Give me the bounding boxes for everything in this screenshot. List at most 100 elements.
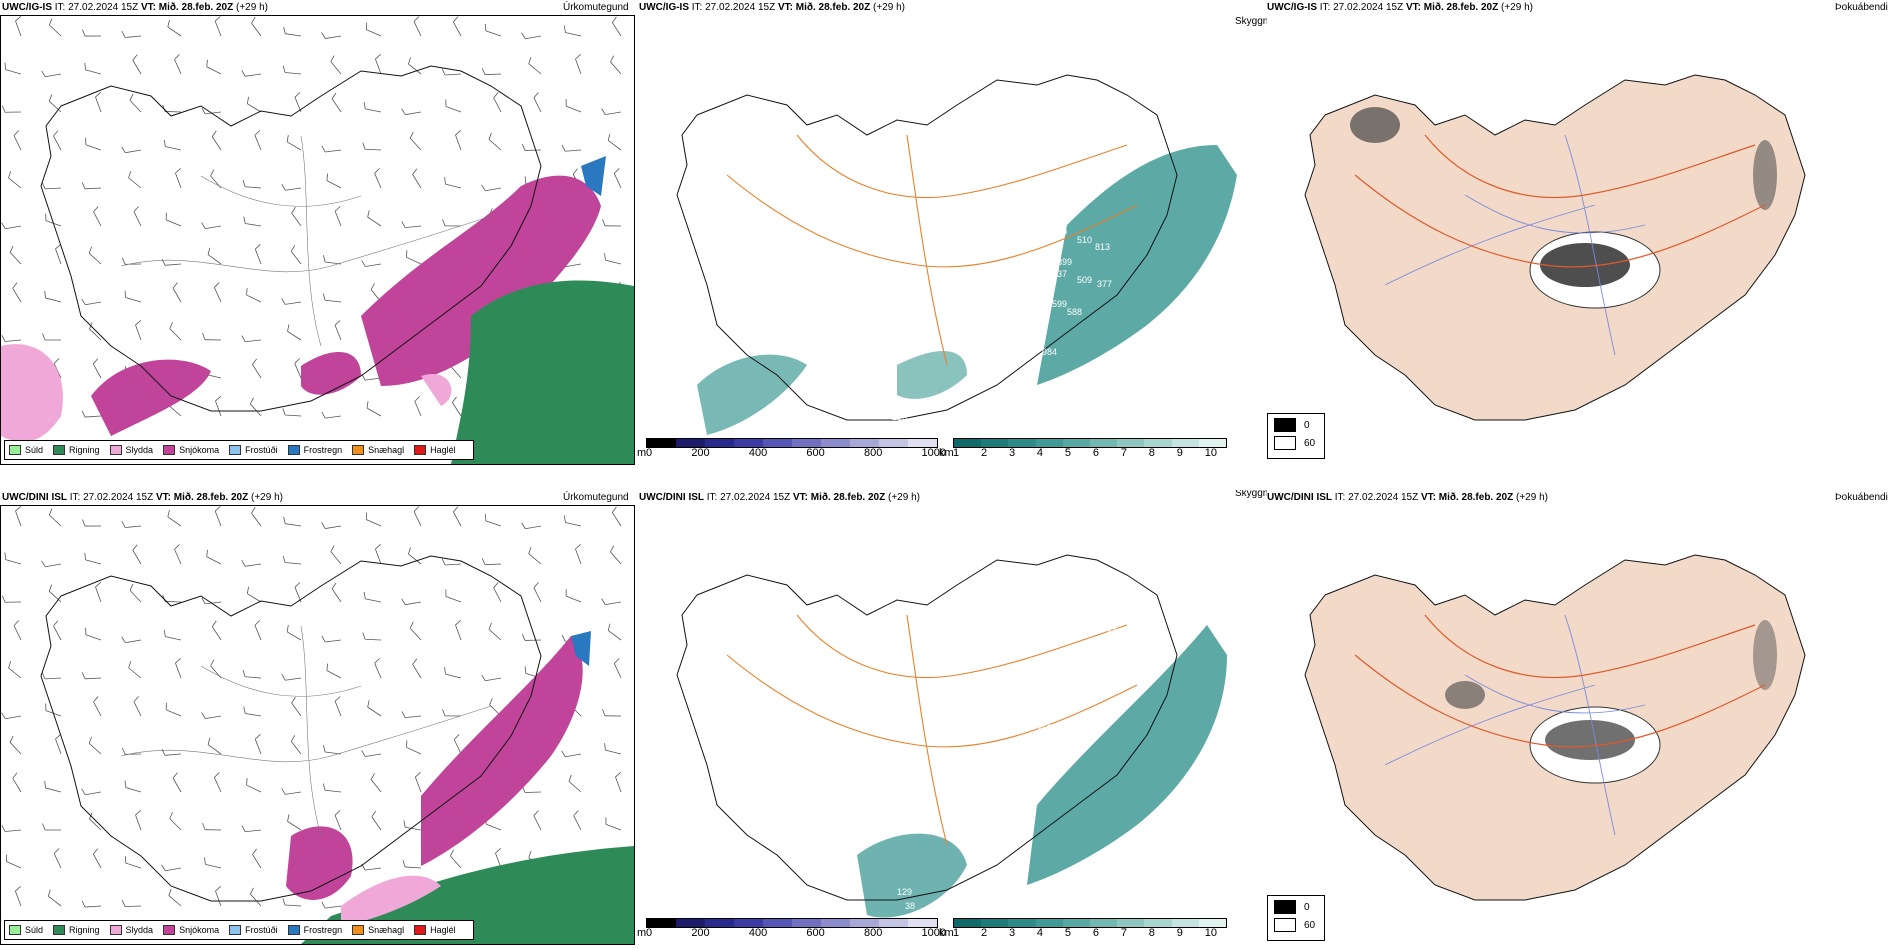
visibility-value-label: 943 xyxy=(1057,729,1072,739)
wind-barb-flag xyxy=(363,591,366,599)
fog-legend-item: 60 xyxy=(1274,436,1318,450)
wind-barb-flag xyxy=(331,582,337,589)
wind-barb-flag xyxy=(241,70,246,77)
wind-barb-flag xyxy=(321,145,326,153)
wind-barb xyxy=(6,861,22,869)
wind-barb-flag xyxy=(401,221,406,228)
wind-barb xyxy=(285,414,302,417)
wind-barb xyxy=(286,631,302,641)
legend-item: Snjókoma xyxy=(163,925,219,935)
wind-barb xyxy=(445,106,462,113)
colorbar-tick: 600 xyxy=(806,447,825,459)
legend-swatch xyxy=(229,925,242,935)
wind-barb-flag xyxy=(367,700,370,708)
wind-barb xyxy=(605,259,622,265)
wind-barb xyxy=(367,706,382,717)
visibility-value-label: 599 xyxy=(1052,299,1067,309)
wind-barb-flag xyxy=(321,32,326,39)
wind-barb-flag xyxy=(255,734,261,740)
wind-barb-flag xyxy=(493,582,499,589)
wind-barb-flag xyxy=(374,168,380,174)
wind-barb-flag xyxy=(374,658,380,664)
fog-legend-label: 60 xyxy=(1304,437,1316,449)
wind-barb xyxy=(445,673,462,679)
wind-barb-flag xyxy=(207,247,211,255)
wind-barb xyxy=(365,753,382,757)
wind-barb xyxy=(53,135,62,151)
wind-barb-flag xyxy=(246,586,249,594)
wind-barb-flag xyxy=(201,597,206,605)
roads xyxy=(726,614,1138,846)
wind-barb xyxy=(175,662,182,679)
wind-barb xyxy=(370,779,382,793)
wind-barb-flag xyxy=(334,206,341,212)
visibility-value-label: 94 xyxy=(1017,392,1027,402)
wind-barb-flag xyxy=(210,659,215,667)
wind-barb xyxy=(85,905,102,908)
wind-barb xyxy=(455,624,462,641)
colorbar-tick: 800 xyxy=(863,447,883,459)
wind-barb xyxy=(165,753,182,756)
wind-barb xyxy=(93,211,102,227)
row1: UWC/IG-IS IT: 27.02.2024 15Z VT: Mið. 28… xyxy=(0,2,1888,465)
wind-barb xyxy=(374,663,382,679)
wind-barb xyxy=(213,777,222,793)
wind-barb-flag xyxy=(12,282,18,289)
wind-barb xyxy=(406,746,422,755)
visibility-value-label: 275 xyxy=(1032,287,1047,297)
fog-map-svg xyxy=(1304,554,1806,901)
colorbar-tick: 3 xyxy=(1008,447,1016,459)
wind-barb xyxy=(405,715,422,719)
wind-barb xyxy=(128,667,142,679)
wind-barb-flag xyxy=(1,825,6,832)
wind-barb xyxy=(45,73,62,78)
wind-barb-flag xyxy=(561,634,566,642)
wind-barb-flag xyxy=(455,130,462,136)
wind-barb xyxy=(8,177,22,189)
wind-barb-flag xyxy=(93,206,99,213)
visibility-panel: UWC/DINI ISL IT: 27.02.2024 15Z VT: Mið.… xyxy=(637,490,1267,950)
wind-barb xyxy=(245,563,262,567)
wind-barb-flag xyxy=(283,516,286,524)
wind-barb xyxy=(166,709,182,717)
wind-barb-flag xyxy=(161,258,166,266)
legend-item: Snjókoma xyxy=(163,445,219,455)
wind-barb-flag xyxy=(563,25,566,33)
colorbar-segment xyxy=(1171,439,1199,447)
wind-barb xyxy=(5,339,22,342)
wind-barb-flag xyxy=(121,747,126,755)
wind-barb xyxy=(85,559,102,565)
wind-barb xyxy=(405,111,422,116)
legend-label: Frostregn xyxy=(303,925,343,935)
wind-barb-flag xyxy=(607,133,611,141)
wind-barb xyxy=(85,144,102,151)
snow-region xyxy=(91,359,211,436)
wind-barb-flag xyxy=(82,519,86,527)
wind-barb-flag xyxy=(326,173,329,181)
wind-barb-flag xyxy=(81,410,86,418)
visibility-value-label: 181 xyxy=(1002,335,1017,345)
wind-barb-flag xyxy=(1,595,6,603)
wind-barb xyxy=(285,72,302,75)
wind-barb-flag xyxy=(124,780,127,788)
colorbar-segment xyxy=(908,439,937,447)
legend-label: Rigning xyxy=(69,445,100,455)
wind-barb-flag xyxy=(575,54,581,60)
colorbar-tick: 600 xyxy=(806,927,825,939)
wind-barb-flag xyxy=(214,772,220,778)
wind-barb-flag xyxy=(444,177,446,185)
wind-barb-flag xyxy=(331,92,337,99)
roads xyxy=(726,134,1138,366)
wind-barb xyxy=(371,816,382,831)
vis-region xyxy=(1027,625,1227,885)
colorbar-segment xyxy=(850,919,879,927)
wind-barb-flag xyxy=(162,594,166,602)
fog-dark xyxy=(1540,243,1630,287)
colorbar-segment xyxy=(1035,439,1063,447)
legend-item: Frostregn xyxy=(287,925,343,935)
wind-barb xyxy=(365,867,382,871)
wind-barb-flag xyxy=(121,257,126,265)
wind-barb xyxy=(164,111,182,113)
snow-region xyxy=(421,636,583,866)
